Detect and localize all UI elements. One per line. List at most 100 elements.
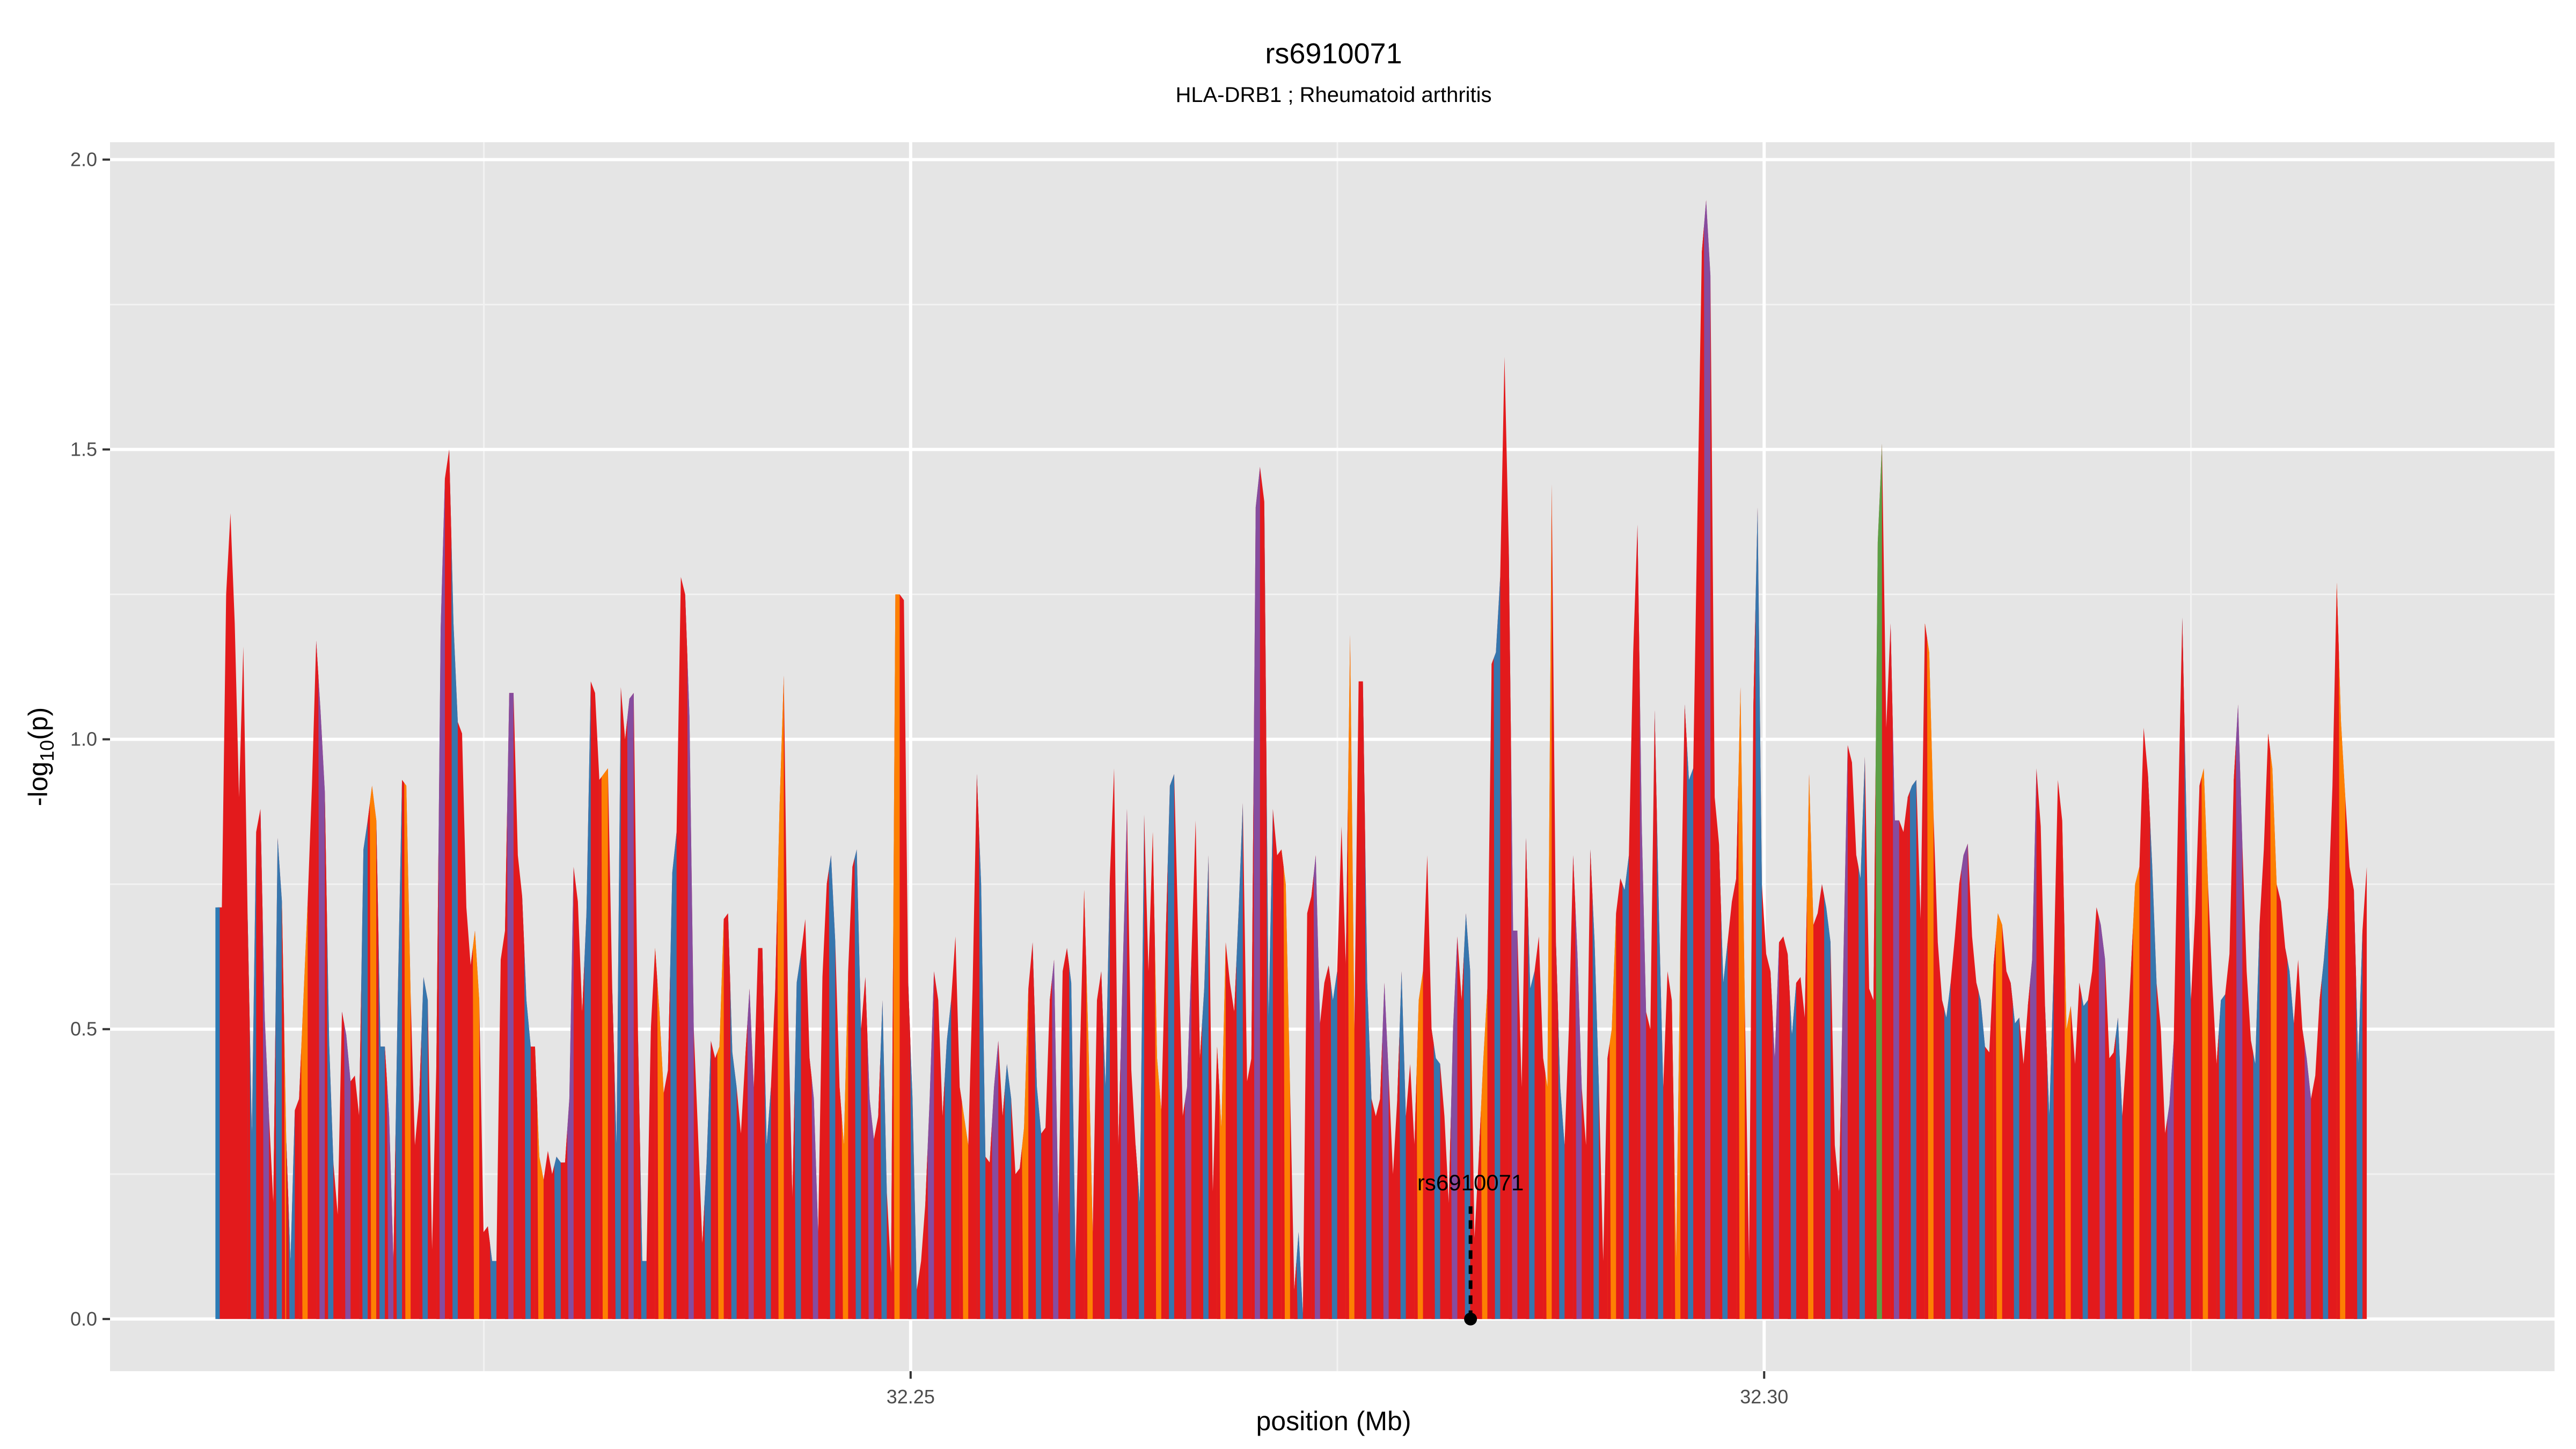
- area-red-sliver: [728, 913, 731, 1319]
- area-red-sliver: [1890, 623, 1894, 1319]
- area-red-sliver: [2010, 983, 2014, 1319]
- area-red-sliver: [2285, 948, 2289, 1319]
- area-red-sliver: [1020, 1148, 1023, 1319]
- y-axis-title-subscript: 10: [36, 740, 58, 762]
- area-red-sliver: [1770, 971, 1774, 1319]
- area-red-sliver: [342, 1012, 346, 1319]
- area-red-sliver: [1736, 782, 1740, 1319]
- area-red-sliver: [299, 1049, 303, 1319]
- area-red-sliver: [745, 1023, 749, 1319]
- area-red-sliver: [1976, 983, 1980, 1319]
- area-red-sliver: [668, 971, 671, 1319]
- y-axis-title-main: -log: [23, 762, 53, 806]
- x-axis-title: position (Mb): [1256, 1406, 1411, 1436]
- area-red-sliver: [2079, 983, 2083, 1319]
- area-red-sliver: [1067, 948, 1071, 1319]
- area-red-sliver: [960, 1087, 963, 1319]
- x-tick-label: 32.30: [1740, 1386, 1788, 1408]
- area-red-sliver: [565, 1130, 569, 1319]
- area-red-sliver: [1217, 1046, 1221, 1319]
- area-red-sliver: [260, 809, 264, 1319]
- area-red-sliver: [878, 1058, 882, 1319]
- area-red-sliver: [1397, 1035, 1401, 1319]
- area-red-sliver: [1959, 869, 1963, 1319]
- area-red-sliver: [325, 791, 328, 1319]
- area-red-sliver: [1873, 771, 1877, 1319]
- y-axis: 0.0 0.5 1.0 1.5 2.0: [70, 148, 110, 1330]
- y-axis-title-tail: (p): [23, 707, 53, 740]
- area-red-sliver: [809, 1058, 813, 1319]
- area-red-sliver: [908, 983, 912, 1319]
- area-red-sliver: [1461, 956, 1465, 1319]
- area-red-sliver: [685, 594, 689, 1319]
- area-red-sliver: [286, 1139, 290, 1319]
- area-red-sliver: [891, 933, 895, 1319]
- area-red-sliver: [1993, 939, 1997, 1319]
- area-red-sliver: [1251, 782, 1255, 1319]
- area-red-sliver: [1655, 710, 1658, 1319]
- area-red-sliver: [1084, 890, 1088, 1319]
- area-red-sliver: [1234, 962, 1238, 1319]
- area-red-sliver: [1431, 1029, 1435, 1319]
- area-red-sliver: [865, 977, 869, 1319]
- area-red-sliver: [368, 803, 371, 1319]
- area-red-sliver: [385, 1046, 389, 1319]
- y-tick-label: 0.5: [70, 1018, 97, 1040]
- area-red-sliver: [1479, 1110, 1482, 1319]
- area-red-sliver: [1002, 1090, 1006, 1319]
- area-red-sliver: [942, 1078, 946, 1319]
- area-red-sliver: [1805, 896, 1809, 1319]
- area-red-sliver: [535, 1046, 539, 1319]
- area-red-sliver: [1672, 1000, 1675, 1319]
- area-red-sliver: [1363, 681, 1366, 1319]
- area-red-sliver: [2148, 774, 2151, 1319]
- area-red-sliver: [2216, 1032, 2220, 1319]
- area-red-sliver: [1448, 1116, 1452, 1319]
- area-red-sliver: [1607, 1043, 1611, 1319]
- area-red-sliver: [1685, 704, 1688, 1319]
- area-red-sliver: [1702, 226, 1706, 1319]
- area-red-sliver: [2268, 733, 2272, 1319]
- x-axis: 32.25 32.30: [887, 1371, 1788, 1408]
- area-red-sliver: [2045, 1006, 2048, 1319]
- area-red-sliver: [488, 1226, 492, 1319]
- area-red-sliver: [1788, 954, 1791, 1319]
- area-red-sliver: [990, 1124, 993, 1319]
- area-red-sliver: [1491, 658, 1495, 1319]
- area-red-sliver: [1573, 855, 1577, 1319]
- area-red-sliver: [1101, 971, 1105, 1319]
- area-red-sliver: [925, 1151, 929, 1319]
- area-red-sliver: [638, 1035, 641, 1319]
- area-red-sliver: [1907, 791, 1911, 1319]
- area-red-sliver: [2165, 1119, 2169, 1319]
- area-red-sliver: [505, 811, 509, 1319]
- area-red-sliver: [1556, 942, 1560, 1319]
- x-tick-label: 32.25: [887, 1386, 935, 1408]
- area-red-sliver: [612, 989, 616, 1319]
- area-red-sliver: [1543, 1058, 1547, 1319]
- y-tick-label: 0.0: [70, 1308, 97, 1330]
- area-red-sliver: [2199, 777, 2203, 1319]
- area-red-sliver: [2096, 907, 2100, 1319]
- area-red-sliver: [1328, 965, 1332, 1319]
- area-red-sliver: [1753, 609, 1757, 1319]
- area-red-sliver: [1118, 1058, 1122, 1319]
- annotation-label: rs6910071: [1417, 1170, 1524, 1195]
- area-red-sliver: [393, 1130, 397, 1319]
- y-tick-label: 1.5: [70, 438, 97, 460]
- area-red-sliver: [715, 1052, 719, 1319]
- area-red-sliver: [419, 1037, 423, 1319]
- area-red-sliver: [1637, 524, 1641, 1319]
- area-red-sliver: [2113, 1035, 2117, 1319]
- association-area: [215, 200, 2367, 1319]
- area-red-sliver: [2234, 742, 2237, 1319]
- area-red-sliver: [1839, 1075, 1843, 1319]
- area-red-sliver: [2251, 1041, 2255, 1319]
- area-red-sliver: [775, 898, 779, 1319]
- area-red-sliver: [282, 902, 286, 1319]
- area-red-sliver: [2062, 820, 2066, 1319]
- area-red-sliver: [1821, 884, 1826, 1319]
- area-red-sliver: [1620, 878, 1624, 1319]
- area-red-sliver: [1136, 1145, 1139, 1319]
